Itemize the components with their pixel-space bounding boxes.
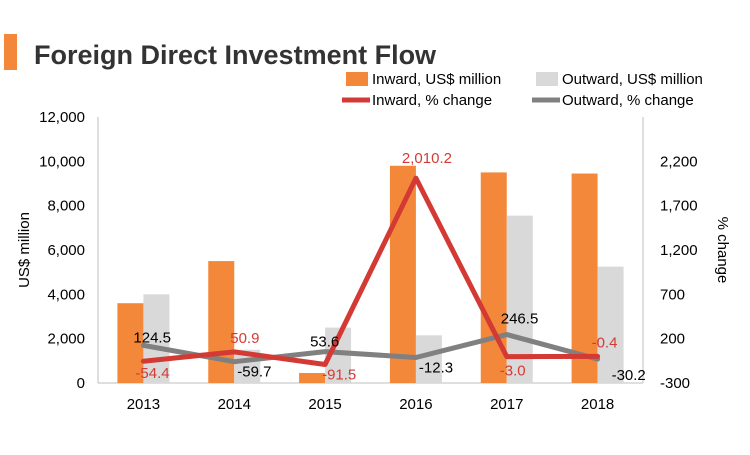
bar-inward [208,261,235,383]
y-tick-label: 8,000 [47,198,85,215]
data-label-outward-change: 53.6 [310,334,339,351]
x-tick-label: 2016 [399,396,432,413]
legend-swatch-bar [346,72,368,86]
legend-label: Outward, US$ million [562,71,703,88]
data-label-outward-change: -59.7 [237,364,271,381]
bar-outward [415,335,442,383]
x-tick-label: 2017 [490,396,523,413]
y2-tick-label: 700 [660,286,685,303]
bar-outward [597,266,624,383]
data-label-inward-change: -54.4 [135,365,169,382]
data-label-inward-change: -3.0 [500,363,526,380]
x-tick-label: 2018 [581,396,614,413]
bar-inward [389,165,416,383]
line-outward-change [140,332,601,365]
y-tick-label: 2,000 [47,331,85,348]
legend-label: Inward, % change [372,92,492,109]
x-tick-label: 2015 [308,396,341,413]
data-label-inward-change: 2,010.2 [402,150,452,167]
title-accent-bar [4,34,17,70]
y-tick-label: 4,000 [47,286,85,303]
y2-tick-label: 2,200 [660,153,698,170]
line-inward-change [140,175,601,368]
y2-tick-label: 200 [660,331,685,348]
y-tick-label: 6,000 [47,242,85,259]
y-axis-title: US$ million [16,212,33,288]
plot-area: 0 2,000 4,000 6,000 8,000 10,000 12,000 -300 200… [16,109,731,413]
legend-label: Inward, US$ million [372,71,501,88]
bar-inward [117,303,144,383]
y2-tick-label: 1,200 [660,242,698,259]
data-label-outward-change: 246.5 [501,311,539,328]
data-label-inward-change: 50.9 [230,330,259,347]
y-tick-label: 10,000 [39,153,85,170]
data-label-inward-change: -0.4 [592,334,618,351]
legend: Inward, US$ million Outward, US$ million I… [342,71,703,109]
legend-swatch-bar [536,72,558,86]
y-tick-label: 12,000 [39,109,85,126]
bar-outward [143,294,170,383]
bar-inward [299,373,326,383]
y2-axis-title: % change [714,217,731,284]
y2-tick-label: 1,700 [660,198,698,215]
data-label-inward-change: -91.5 [322,367,356,384]
x-tick-label: 2014 [218,396,251,413]
data-label-outward-change: 124.5 [133,329,171,346]
y-tick-label: 0 [77,375,85,392]
y2-tick-label: -300 [660,375,690,392]
data-label-outward-change: -12.3 [419,359,453,376]
bar-inward [571,173,598,383]
data-label-outward-change: -30.2 [612,367,646,384]
chart-title: Foreign Direct Investment Flow [34,40,437,70]
x-tick-label: 2013 [127,396,160,413]
legend-label: Outward, % change [562,92,694,109]
